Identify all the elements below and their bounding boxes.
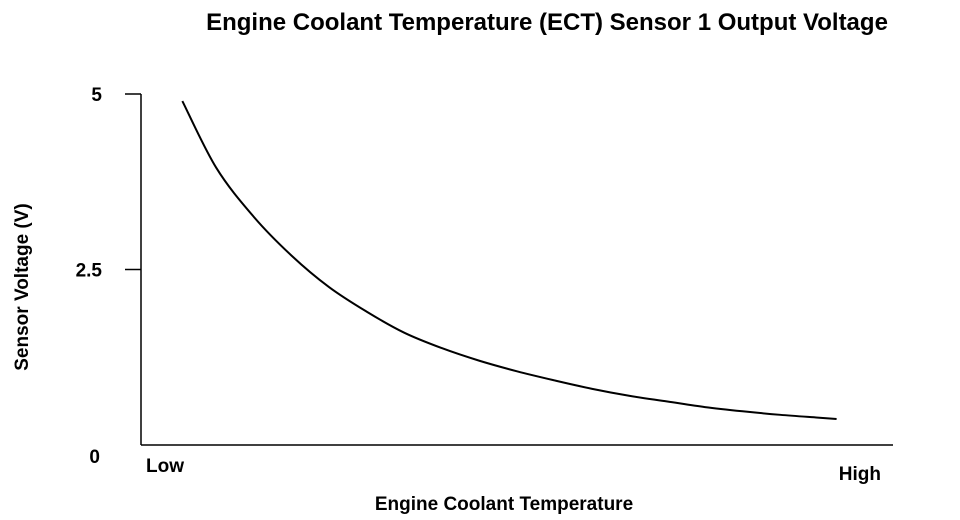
y-ticks: 02.55 [76,85,141,468]
x-tick-label-low: Low [146,456,184,477]
x-tick-label-high: High [839,464,881,485]
y-tick-label-1: 2.5 [76,261,103,282]
chart-title: Engine Coolant Temperature (ECT) Sensor … [206,9,888,36]
y-tick-label-0: 0 [89,447,100,468]
series-line [181,100,837,421]
y-axis-label: Sensor Voltage (V) [12,203,33,371]
x-axis-label: Engine Coolant Temperature [375,494,633,515]
y-tick-label-2: 5 [91,85,102,106]
